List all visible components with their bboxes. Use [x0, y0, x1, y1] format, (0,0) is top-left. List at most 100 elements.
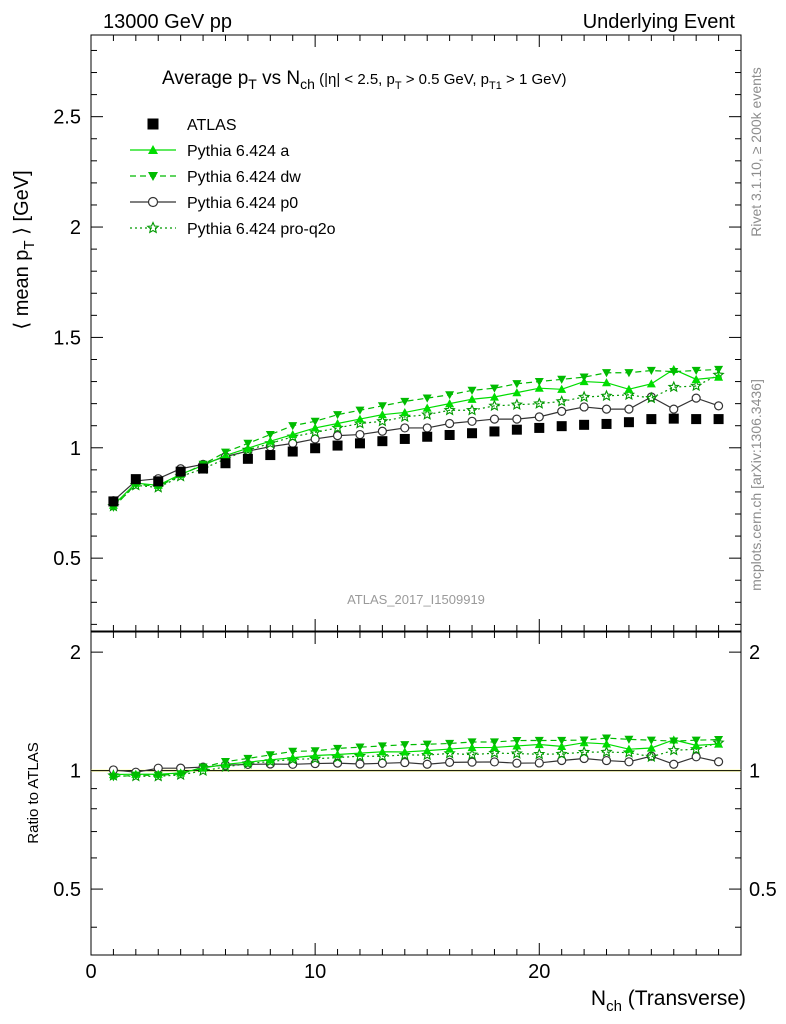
point-atlas	[108, 496, 119, 507]
point-atlas	[489, 426, 500, 437]
ratio-point-q2o	[309, 752, 322, 764]
point-atlas	[556, 421, 567, 432]
ratio-point-dw	[422, 740, 432, 749]
chart-title: Average pT vs Nch (|η| < 2.5, pT > 0.5 G…	[162, 68, 566, 92]
header-right: Underlying Event	[583, 11, 736, 33]
point-dw	[400, 397, 410, 406]
header-left: 13000 GeV pp	[103, 11, 232, 33]
ratio-point-p0	[355, 759, 365, 769]
point-a	[534, 383, 544, 392]
ratio-point-dw	[445, 739, 455, 748]
ratio-point-dw	[355, 743, 365, 752]
ratio-point-q2o	[488, 746, 501, 759]
ratio-y-tick-label: 1	[70, 761, 81, 783]
ratio-point-dw	[534, 736, 544, 745]
point-dw	[489, 384, 499, 393]
ratio-point-a	[355, 748, 365, 757]
point-atlas	[467, 428, 478, 439]
point-atlas	[579, 419, 590, 430]
ratio-point-q2o	[510, 747, 523, 759]
ratio-plot-area	[91, 734, 741, 782]
point-atlas	[220, 458, 231, 469]
ratio-point-p0	[467, 757, 477, 767]
ratio-point-p0	[601, 755, 612, 766]
ratio-point-dw	[176, 770, 186, 779]
point-dw	[557, 375, 567, 384]
legend-label-a: Pythia 6.424 a	[187, 143, 289, 160]
x-axis-label: Nch (Transverse)	[591, 987, 746, 1015]
ratio-point-p0	[445, 757, 455, 768]
legend-marker-q2o	[146, 221, 160, 234]
point-dw	[288, 422, 298, 431]
point-a	[400, 407, 410, 417]
point-a	[602, 378, 612, 387]
point-atlas	[511, 424, 522, 435]
ratio-point-dw	[288, 747, 298, 756]
point-a	[646, 379, 656, 388]
ratio-point-dw	[602, 734, 612, 743]
ratio-point-dw	[624, 735, 634, 744]
point-q2o	[555, 394, 568, 407]
y-tick-label: 0.5	[53, 548, 81, 570]
y-tick-label: 2	[70, 217, 81, 239]
point-a	[557, 384, 567, 393]
point-atlas	[444, 429, 455, 440]
ratio-point-dw	[333, 744, 343, 753]
ratio-point-p0	[400, 757, 410, 768]
point-dw	[534, 377, 544, 387]
y-axis-label: ⟨ mean pT ⟩ [GeV]	[11, 170, 38, 329]
ratio-y-tick-label: 2	[70, 642, 81, 664]
point-dw	[714, 365, 724, 374]
ratio-point-a	[422, 746, 432, 755]
axis-ticks	[90, 35, 742, 955]
series-line-a	[112, 368, 719, 506]
point-q2o	[488, 399, 501, 412]
ratio-point-a	[445, 744, 455, 753]
ratio-point-dw	[377, 742, 387, 751]
ratio-point-dw	[400, 741, 410, 750]
point-p0	[445, 418, 455, 429]
point-dw	[445, 391, 455, 400]
point-atlas	[175, 466, 186, 477]
x-tick-label: 10	[304, 961, 326, 983]
ratio-point-a	[691, 740, 701, 749]
point-atlas	[534, 422, 545, 433]
point-q2o	[533, 397, 546, 409]
ratio-point-a	[377, 747, 387, 756]
point-p0	[669, 404, 679, 414]
legend-label-p0: Pythia 6.424 p0	[187, 195, 298, 212]
point-p0	[400, 423, 410, 433]
ratio-point-q2o	[622, 746, 636, 758]
ratio-point-a	[646, 743, 656, 752]
point-a	[377, 410, 387, 419]
x-tick-label: 20	[528, 961, 550, 983]
ratio-point-q2o	[533, 747, 546, 760]
point-a	[310, 423, 320, 432]
ratio-plot-frame	[90, 631, 742, 956]
point-q2o	[443, 403, 456, 416]
point-p0	[489, 414, 500, 424]
point-atlas	[601, 418, 612, 429]
point-q2o	[376, 414, 389, 427]
point-p0	[713, 401, 724, 411]
point-p0	[355, 429, 365, 440]
point-p0	[579, 402, 589, 412]
ratio-point-q2o	[577, 745, 591, 758]
series-line-dw	[112, 368, 719, 508]
point-atlas	[332, 440, 343, 451]
ratio-point-a	[288, 753, 298, 762]
ratio-point-dw	[512, 736, 522, 746]
ratio-point-p0	[624, 757, 634, 767]
ratio-point-dw	[198, 763, 208, 772]
ratio-point-a	[557, 741, 567, 751]
point-dw	[512, 380, 522, 389]
point-atlas	[287, 446, 298, 457]
point-q2o	[577, 390, 591, 403]
legend-label-atlas: ATLAS	[187, 117, 237, 134]
ratio-point-dw	[714, 735, 724, 745]
ratio-point-dw	[243, 754, 253, 763]
ratio-point-p0	[512, 758, 522, 768]
ratio-point-dw	[557, 736, 567, 745]
point-atlas	[130, 474, 141, 485]
